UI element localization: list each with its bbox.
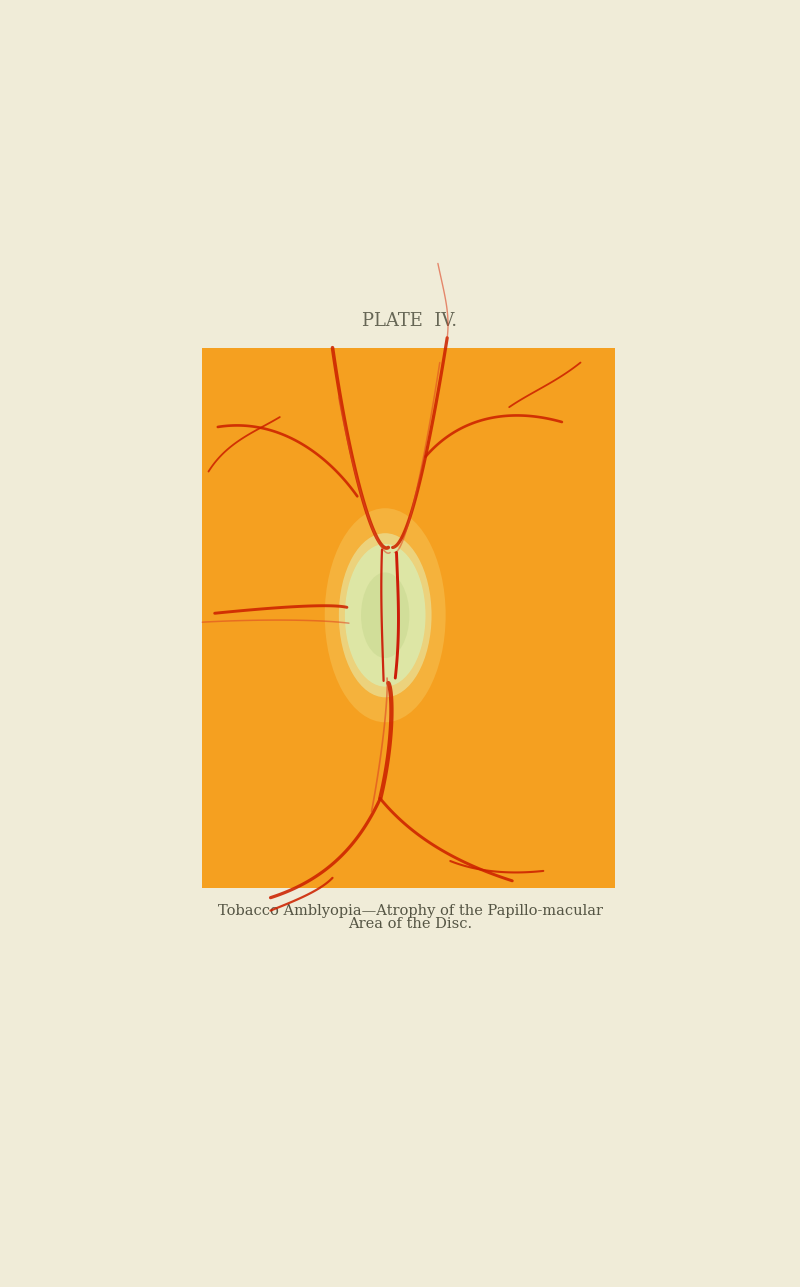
Text: PLATE  IV.: PLATE IV. <box>362 311 458 329</box>
Bar <box>202 347 614 888</box>
Ellipse shape <box>345 544 426 686</box>
Ellipse shape <box>325 508 446 722</box>
Text: Area of the Disc.: Area of the Disc. <box>348 918 472 932</box>
Text: Tobacco Amblyopia—Atrophy of the Papillo-macular: Tobacco Amblyopia—Atrophy of the Papillo… <box>218 903 602 918</box>
Ellipse shape <box>339 533 431 698</box>
Ellipse shape <box>361 573 410 658</box>
